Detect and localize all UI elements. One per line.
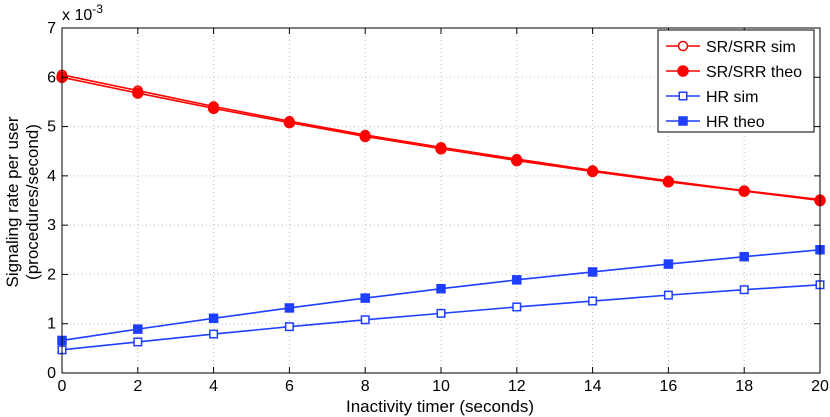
x-axis-label: Inactivity timer (seconds) <box>346 397 534 416</box>
data-point-sr-srr-theo <box>586 165 599 178</box>
x-tick-label: 2 <box>133 378 142 395</box>
legend-marker-hr-sim <box>678 91 688 101</box>
data-point-hr-theo <box>587 267 598 277</box>
data-point-hr-theo <box>739 251 749 262</box>
y-tick-label: 2 <box>47 266 56 283</box>
y-tick-label: 5 <box>47 119 56 136</box>
data-point-sr-srr-theo <box>435 143 447 155</box>
data-point-hr-sim <box>209 329 219 339</box>
x-tick-label: 12 <box>508 378 526 395</box>
data-point-hr-sim <box>663 290 673 300</box>
legend-marker-sr-srr-sim <box>677 40 689 52</box>
data-point-hr-sim <box>512 302 522 312</box>
data-point-hr-theo <box>208 313 219 324</box>
legend-label-hr-sim: HR sim <box>706 89 758 106</box>
series-line-hr-theo <box>61 248 821 342</box>
x-tick-label: 4 <box>209 378 218 395</box>
legend: SR/SRR sim SR/SRR theo HR sim HR theo <box>657 29 815 133</box>
data-point-sr-srr-theo <box>207 102 220 115</box>
data-point-hr-theo <box>663 259 674 269</box>
y-tick-label: 7 <box>47 20 56 37</box>
legend-item-hr-sim: HR sim <box>666 89 758 106</box>
grid <box>62 28 820 373</box>
y-tick-label: 4 <box>47 168 56 185</box>
data-point-hr-theo <box>133 324 143 334</box>
data-point-hr-sim <box>133 337 143 347</box>
x-tick-label: 20 <box>811 378 829 395</box>
legend-marker-hr-theo <box>678 116 688 126</box>
legend-marker-sr-srr-theo <box>677 65 689 77</box>
y-axis-label-line2: (procedures/second) <box>23 124 42 280</box>
y-tick-label: 3 <box>47 217 56 234</box>
ticks <box>61 27 821 374</box>
x-tick-label: 10 <box>432 378 450 395</box>
x-tick-label: 6 <box>285 378 294 395</box>
legend-item-sr-srr-sim: SR/SRR sim <box>666 39 796 56</box>
series-layer <box>56 69 826 355</box>
y-tick-label: 6 <box>47 69 56 86</box>
data-point-hr-sim <box>739 285 749 295</box>
data-point-sr-srr-theo <box>132 87 144 99</box>
data-point-hr-theo <box>512 275 522 285</box>
y-tick-label: 1 <box>47 316 56 333</box>
data-point-sr-srr-theo <box>359 130 371 143</box>
x-tick-label: 14 <box>584 378 602 395</box>
data-point-hr-sim <box>360 315 370 325</box>
y-axis-label-line1: Signaling rate per user <box>3 116 22 287</box>
legend-item-hr-theo: HR theo <box>666 114 765 131</box>
x-tick-label: 8 <box>361 378 370 395</box>
data-point-sr-srr-theo <box>738 185 750 197</box>
y-multiplier: x 10-3 <box>62 2 103 24</box>
y-multiplier-base: x 10 <box>62 7 92 24</box>
legend-items: SR/SRR sim SR/SRR theo HR sim HR theo <box>666 39 802 131</box>
data-point-hr-theo <box>360 293 370 303</box>
data-point-hr-theo <box>436 283 446 294</box>
legend-item-sr-srr-theo: SR/SRR theo <box>666 64 802 81</box>
legend-label-sr-srr-sim: SR/SRR sim <box>706 39 796 56</box>
x-tick-label: 18 <box>735 378 753 395</box>
data-point-hr-theo <box>284 303 295 313</box>
data-point-hr-sim <box>436 308 446 318</box>
legend-label-hr-theo: HR theo <box>706 114 765 131</box>
x-tick-label: 0 <box>58 378 67 395</box>
x-tick-label: 16 <box>660 378 678 395</box>
data-point-hr-sim <box>284 322 294 332</box>
y-tick-label: 0 <box>47 365 56 382</box>
data-point-sr-srr-theo <box>511 154 523 167</box>
legend-label-sr-srr-theo: SR/SRR theo <box>706 64 802 81</box>
data-point-hr-sim <box>588 296 598 306</box>
data-point-sr-srr-theo <box>283 116 296 129</box>
data-point-sr-srr-theo <box>662 176 675 188</box>
y-multiplier-exponent: -3 <box>92 2 103 16</box>
